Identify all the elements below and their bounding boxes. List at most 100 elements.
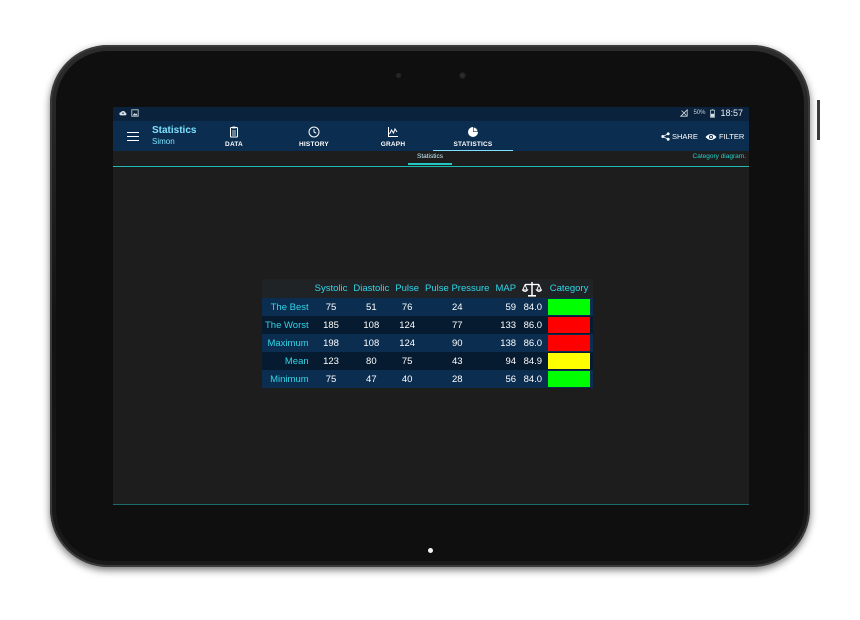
cell-systolic: 198 (311, 334, 351, 352)
eye-icon (705, 133, 717, 140)
table-row[interactable]: Maximum 198 108 124 90 138 86.0 (262, 334, 594, 352)
cell-diastolic: 108 (350, 334, 393, 352)
statistics-table: Systolic Diastolic Pulse Pulse Pressure … (262, 279, 594, 388)
category-swatch (548, 335, 591, 351)
cell-map: 138 (492, 334, 520, 352)
cell-diastolic: 80 (350, 352, 393, 370)
header-category: Category (545, 279, 594, 298)
category-diagram-link[interactable]: Category diagram. (692, 153, 746, 160)
cell-category (545, 370, 594, 388)
row-label: The Best (262, 298, 312, 316)
screen: 50% 18:57 Statistics Simon DATA HISTORY … (113, 107, 749, 505)
header-pulse: Pulse (392, 279, 423, 298)
share-icon (661, 132, 670, 141)
cell-pulse-pressure: 24 (422, 298, 493, 316)
table-row[interactable]: Minimum 75 47 40 28 56 84.0 (262, 370, 594, 388)
sub-tab-bar: Statistics Category diagram. (113, 151, 749, 167)
cell-weight: 86.0 (519, 316, 546, 334)
user-name: Simon (152, 137, 175, 146)
tab-label: DATA (225, 141, 243, 148)
cell-pulse-pressure: 77 (422, 316, 493, 334)
table-header: Systolic Diastolic Pulse Pulse Pressure … (262, 279, 594, 298)
category-swatch (548, 317, 591, 333)
cell-category (545, 298, 594, 316)
category-swatch (548, 299, 591, 315)
cell-map: 133 (492, 316, 520, 334)
cell-diastolic: 108 (350, 316, 393, 334)
header-pulse-pressure: Pulse Pressure (422, 279, 493, 298)
row-label: Maximum (262, 334, 312, 352)
filter-label: FILTER (719, 132, 745, 141)
filter-button[interactable]: FILTER (705, 132, 744, 141)
tab-statistics[interactable]: STATISTICS (433, 121, 513, 151)
category-swatch (548, 353, 591, 369)
battery-percent: 50% (693, 110, 706, 116)
scale-icon (522, 281, 543, 297)
cell-pulse: 124 (392, 334, 423, 352)
cell-category (545, 334, 594, 352)
cell-category (545, 316, 594, 334)
bottom-divider (113, 504, 749, 505)
row-label: Mean (262, 352, 312, 370)
tab-graph[interactable]: GRAPH (371, 121, 415, 151)
header-weight (519, 279, 546, 298)
image-icon (131, 109, 139, 117)
cell-category (545, 352, 594, 370)
cell-weight: 84.0 (519, 370, 546, 388)
header-systolic: Systolic (311, 279, 351, 298)
cell-systolic: 185 (311, 316, 351, 334)
header-empty (262, 279, 312, 298)
table-row[interactable]: The Worst 185 108 124 77 133 86.0 (262, 316, 594, 334)
tab-label: HISTORY (299, 141, 329, 148)
cell-pulse: 40 (392, 370, 423, 388)
line-chart-icon (388, 127, 398, 137)
tab-label: STATISTICS (453, 141, 493, 148)
cell-systolic: 75 (311, 370, 351, 388)
cell-map: 59 (492, 298, 520, 316)
cell-weight: 86.0 (519, 334, 546, 352)
tab-history[interactable]: HISTORY (287, 121, 341, 151)
cell-pulse-pressure: 28 (422, 370, 493, 388)
category-swatch (548, 371, 591, 387)
cell-weight: 84.0 (519, 298, 546, 316)
front-camera (459, 72, 466, 79)
signal-off-icon (680, 109, 689, 117)
cell-diastolic: 51 (350, 298, 393, 316)
sensor (396, 73, 401, 78)
cell-pulse-pressure: 90 (422, 334, 493, 352)
header-diastolic: Diastolic (350, 279, 393, 298)
cell-pulse: 76 (392, 298, 423, 316)
table-row[interactable]: Mean 123 80 75 43 94 84.9 (262, 352, 594, 370)
table-row[interactable]: The Best 75 51 76 24 59 84.0 (262, 298, 594, 316)
cell-pulse-pressure: 43 (422, 352, 493, 370)
cell-systolic: 123 (311, 352, 351, 370)
share-label: SHARE (672, 132, 698, 141)
volume-button (817, 100, 820, 140)
notification-led (428, 548, 433, 553)
cell-systolic: 75 (311, 298, 351, 316)
cell-map: 94 (492, 352, 520, 370)
pie-chart-icon (468, 127, 478, 137)
status-bar: 50% 18:57 (113, 107, 749, 121)
cell-weight: 84.9 (519, 352, 546, 370)
tab-data[interactable]: DATA (209, 121, 259, 151)
clock-icon (308, 126, 320, 138)
row-label: The Worst (262, 316, 312, 334)
clipboard-icon (230, 126, 238, 138)
cell-pulse: 75 (392, 352, 423, 370)
cell-map: 56 (492, 370, 520, 388)
battery-icon (710, 108, 716, 118)
page-title: Statistics (152, 125, 197, 136)
cloud-upload-icon (119, 110, 127, 116)
cell-diastolic: 47 (350, 370, 393, 388)
header-map: MAP (492, 279, 520, 298)
tab-label: GRAPH (380, 141, 406, 148)
menu-icon[interactable] (127, 129, 139, 144)
subtab-statistics[interactable]: Statistics (408, 151, 452, 165)
title-block: Statistics Simon (152, 125, 196, 146)
app-bar: Statistics Simon DATA HISTORY GRAPH STAT… (113, 121, 749, 151)
share-button[interactable]: SHARE (661, 132, 698, 141)
row-label: Minimum (262, 370, 312, 388)
cell-pulse: 124 (392, 316, 423, 334)
clock: 18:57 (720, 108, 743, 118)
